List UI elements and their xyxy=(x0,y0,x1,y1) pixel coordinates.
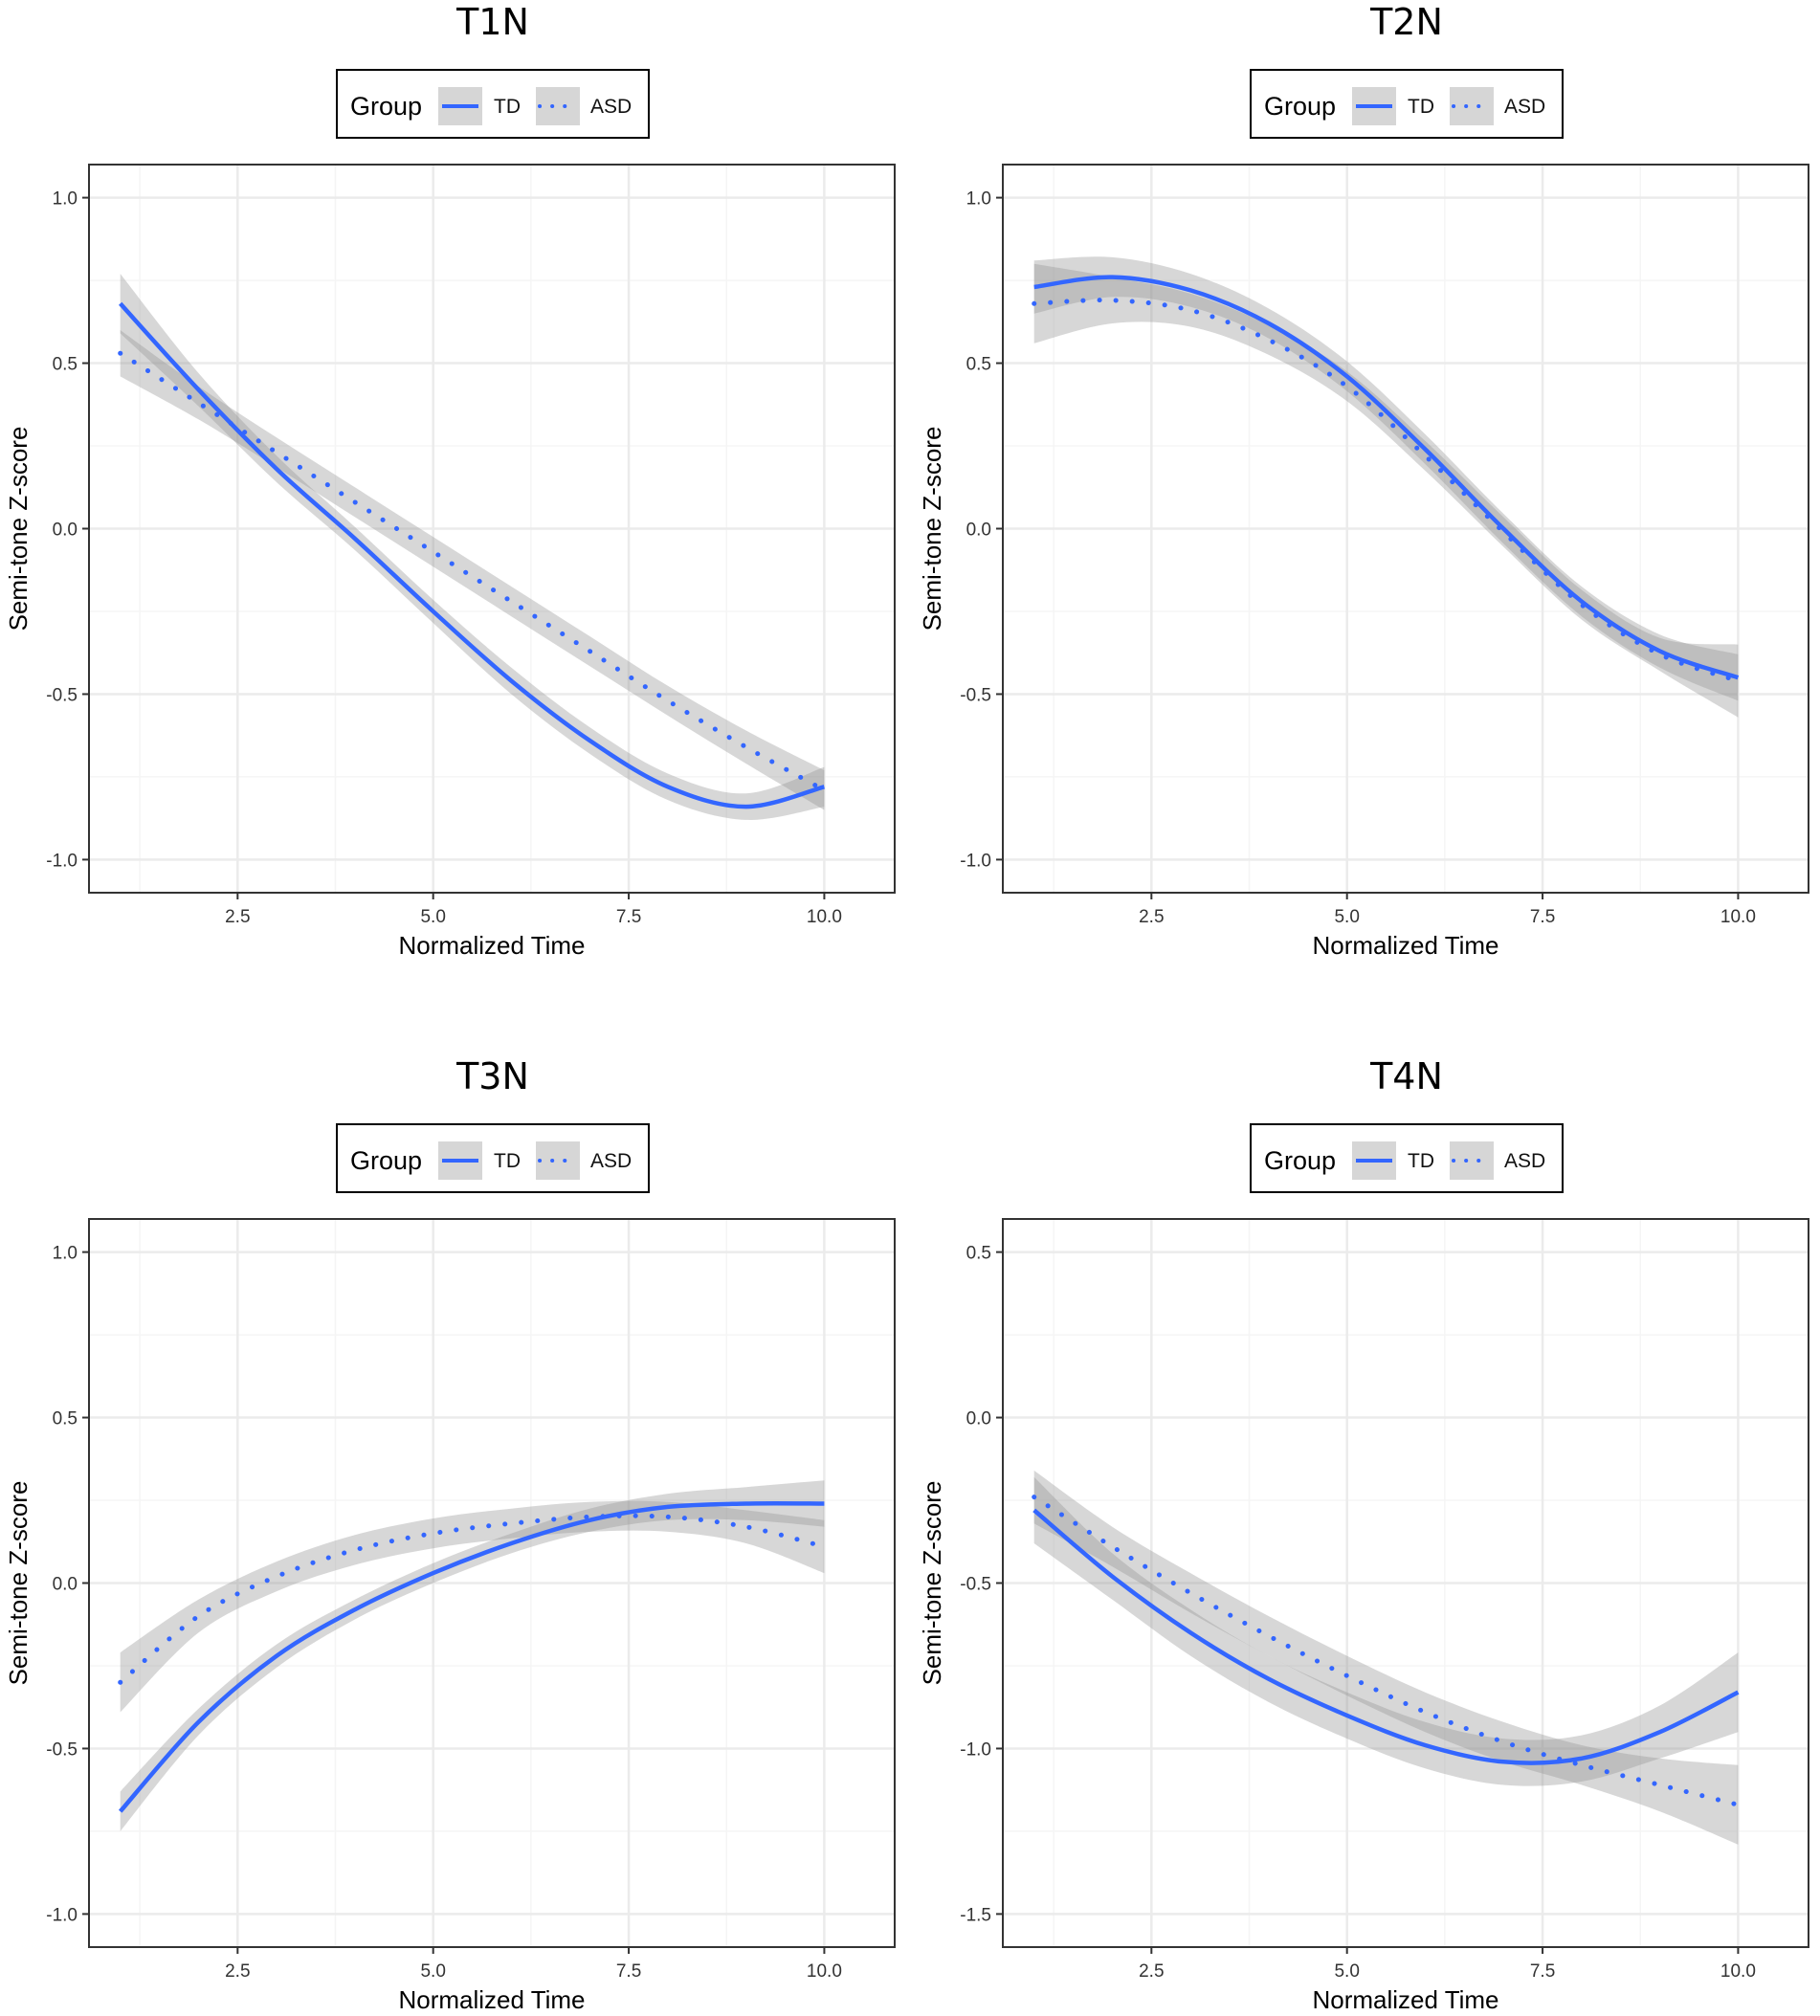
panel-title: T1N xyxy=(455,1,529,43)
confidence-band-asd xyxy=(120,1500,825,1713)
legend-key-asd xyxy=(1450,1141,1494,1180)
y-tick-label: 0.0 xyxy=(53,1575,78,1595)
y-tick-label: 0.5 xyxy=(966,355,991,375)
legend-box xyxy=(1250,1123,1564,1193)
y-tick-label: -0.5 xyxy=(46,1739,78,1760)
confidence-band-asd xyxy=(1033,1470,1739,1845)
y-axis-label: Semi-tone Z-score xyxy=(918,1481,946,1686)
y-tick-label: 0.0 xyxy=(966,1409,991,1429)
panel-title: T3N xyxy=(455,1055,529,1097)
x-tick-label: 2.5 xyxy=(225,907,250,927)
x-tick-label: 7.5 xyxy=(1530,1961,1555,1982)
y-tick-label: -1.0 xyxy=(960,1739,991,1760)
legend-box xyxy=(1250,69,1564,139)
legend-label-td: TD xyxy=(494,96,521,118)
x-tick-label: 10.0 xyxy=(1720,1961,1756,1982)
y-tick-label: 0.0 xyxy=(966,521,991,541)
y-tick-label: -1.0 xyxy=(46,851,78,871)
x-tick-label: 2.5 xyxy=(1139,1961,1164,1982)
y-tick-label: -0.5 xyxy=(960,1575,991,1595)
x-tick-label: 7.5 xyxy=(616,1961,641,1982)
legend: Group TD ASD xyxy=(1250,1123,1564,1193)
legend: Group TD ASD xyxy=(336,1123,650,1193)
x-axis-label: Normalized Time xyxy=(1312,1985,1498,2014)
y-tick-label: 1.0 xyxy=(53,1244,78,1264)
y-tick-label: -0.5 xyxy=(960,685,991,705)
x-tick-label: 2.5 xyxy=(225,1961,250,1982)
x-tick-label: 5.0 xyxy=(1334,1961,1359,1982)
x-tick-label: 5.0 xyxy=(420,1961,445,1982)
y-axis-label: Semi-tone Z-score xyxy=(918,427,946,631)
legend-key-asd xyxy=(536,1141,580,1180)
confidence-band-td xyxy=(1033,256,1739,701)
plot-area xyxy=(118,274,827,820)
legend-box xyxy=(336,69,650,139)
legend: Group TD ASD xyxy=(1250,69,1564,139)
y-tick-label: 0.5 xyxy=(966,1244,991,1264)
legend-title: Group xyxy=(1264,92,1336,121)
y-tick-label: 0.5 xyxy=(53,1409,78,1429)
legend-label-td: TD xyxy=(1408,1150,1434,1172)
panel-t1n: T1N Group TD ASD 2.5 5.0 7.5 10.0 -1.0 -0.5 0.0 0.5… xyxy=(4,1,896,960)
series-line-td xyxy=(1032,1508,1740,1765)
panel-title: T4N xyxy=(1369,1055,1443,1097)
y-tick-label: 1.0 xyxy=(53,189,78,210)
x-tick-label: 5.0 xyxy=(1334,907,1359,927)
legend-key-asd xyxy=(536,87,580,125)
plot-area xyxy=(1032,256,1741,718)
legend-title: Group xyxy=(350,92,422,121)
x-tick-label: 10.0 xyxy=(807,907,842,927)
legend: Group TD ASD xyxy=(336,69,650,139)
legend-title: Group xyxy=(1264,1146,1336,1175)
legend-label-td: TD xyxy=(1408,96,1434,118)
legend-label-asd: ASD xyxy=(590,96,632,118)
legend-label-td: TD xyxy=(494,1150,521,1172)
legend-box xyxy=(336,1123,650,1193)
x-axis-label: Normalized Time xyxy=(398,1985,585,2014)
legend-key-asd xyxy=(1450,87,1494,125)
series-line-asd xyxy=(1032,1495,1741,1807)
panel-title: T2N xyxy=(1369,1,1443,43)
series-line-td xyxy=(1033,275,1740,680)
confidence-band-asd xyxy=(120,330,825,810)
series-line-asd xyxy=(1032,298,1741,684)
x-tick-label: 7.5 xyxy=(1530,907,1555,927)
panel-t2n: T2N Group TD ASD 2.5 5.0 7.5 10.0 -1.0 -0.5 0.0 0.5… xyxy=(918,1,1809,960)
panel-t3n: T3N Group TD ASD 2.5 5.0 7.5 10.0 -1.0 -0.5 0.0 0.5… xyxy=(4,1055,896,2014)
legend-title: Group xyxy=(350,1146,422,1175)
plot-area xyxy=(118,1480,827,1831)
confidence-band-asd xyxy=(1033,263,1739,718)
x-tick-label: 10.0 xyxy=(807,1961,842,1982)
legend-label-asd: ASD xyxy=(1504,96,1545,118)
x-tick-label: 10.0 xyxy=(1720,907,1756,927)
y-tick-label: -1.5 xyxy=(960,1905,991,1925)
y-tick-label: 0.0 xyxy=(53,521,78,541)
y-tick-label: -1.0 xyxy=(46,1905,78,1925)
x-axis-label: Normalized Time xyxy=(1312,931,1498,960)
x-tick-label: 5.0 xyxy=(420,907,445,927)
series-line-td xyxy=(119,301,825,809)
series-line-td xyxy=(119,1500,825,1813)
y-axis-label: Semi-tone Z-score xyxy=(4,427,33,631)
legend-label-asd: ASD xyxy=(590,1150,632,1172)
x-axis-label: Normalized Time xyxy=(398,931,585,960)
y-tick-label: -1.0 xyxy=(960,851,991,871)
confidence-band-td xyxy=(1033,1476,1739,1786)
panel-t4n: T4N Group TD ASD 2.5 5.0 7.5 10.0 -1.5 -1.0 -0.5 0.… xyxy=(918,1055,1809,2014)
y-tick-label: 0.5 xyxy=(53,355,78,375)
x-tick-label: 2.5 xyxy=(1139,907,1164,927)
legend-label-asd: ASD xyxy=(1504,1150,1545,1172)
y-tick-label: 1.0 xyxy=(966,189,991,210)
confidence-band-td xyxy=(120,1480,825,1831)
y-axis-label: Semi-tone Z-score xyxy=(4,1481,33,1686)
y-tick-label: -0.5 xyxy=(46,685,78,705)
x-tick-label: 7.5 xyxy=(616,907,641,927)
plot-area xyxy=(1032,1470,1741,1845)
